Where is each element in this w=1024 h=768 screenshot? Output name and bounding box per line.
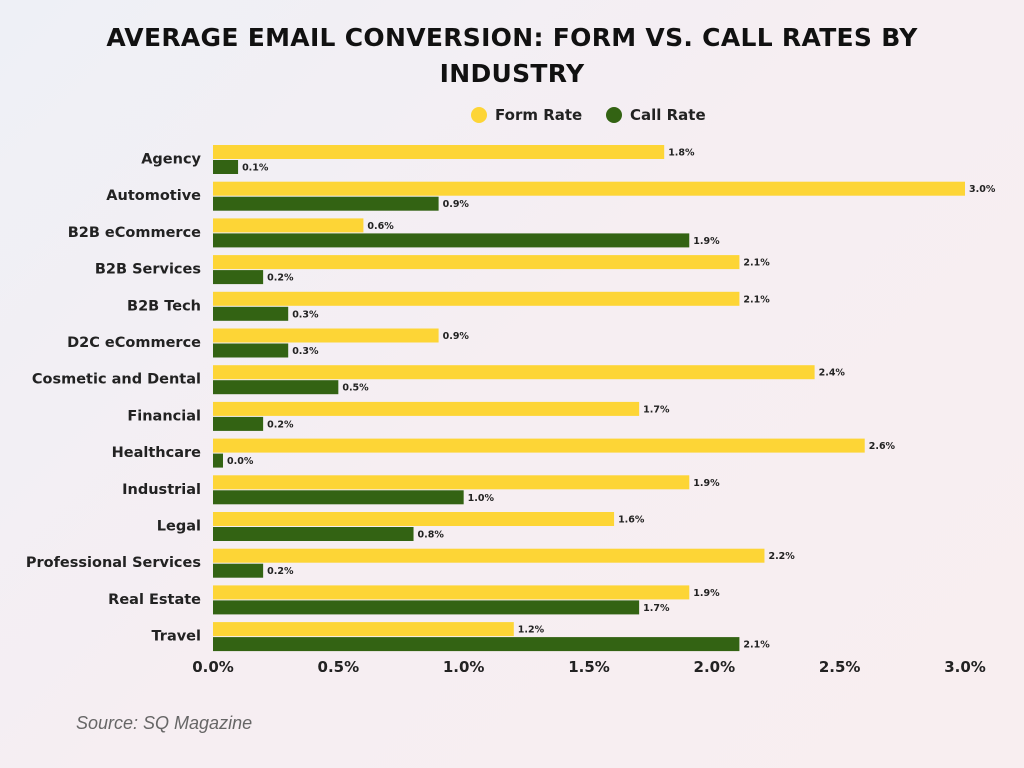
category-label: Legal	[157, 519, 201, 535]
call-rate-bar	[213, 343, 289, 358]
legend-swatch-call-rate	[606, 107, 622, 123]
category-label: Cosmetic and Dental	[32, 372, 201, 388]
legend-item-form-rate: Form Rate	[471, 106, 582, 124]
form-rate-bar	[213, 328, 439, 343]
call-rate-bar	[213, 160, 239, 174]
x-tick-label: 2.5%	[819, 658, 861, 676]
call-rate-value-label: 0.0%	[227, 456, 254, 467]
chart-title: AVERAGE EMAIL CONVERSION: FORM VS. CALL …	[0, 20, 1024, 92]
call-rate-bar	[213, 416, 264, 431]
category-label: B2B eCommerce	[68, 225, 201, 241]
category-label: B2B Services	[95, 262, 201, 278]
form-rate-bar	[213, 512, 615, 526]
call-rate-value-label: 0.2%	[267, 566, 294, 577]
form-rate-bar	[213, 218, 364, 233]
call-rate-bar	[213, 563, 264, 578]
form-rate-bar	[213, 181, 965, 196]
form-rate-bar	[213, 622, 514, 637]
legend-label-form-rate: Form Rate	[495, 106, 583, 124]
call-rate-value-label: 1.9%	[693, 236, 720, 247]
legend-item-call-rate: Call Rate	[606, 106, 706, 124]
form-rate-value-label: 1.7%	[643, 404, 670, 415]
category-label: Industrial	[122, 482, 201, 498]
call-rate-value-label: 2.1%	[743, 640, 770, 651]
call-rate-bar	[213, 196, 439, 211]
form-rate-bar	[213, 475, 690, 490]
form-rate-value-label: 1.8%	[668, 148, 695, 159]
form-rate-value-label: 2.6%	[869, 441, 896, 452]
form-rate-value-label: 2.1%	[743, 294, 770, 305]
form-rate-value-label: 2.1%	[743, 258, 770, 269]
call-rate-value-label: 1.7%	[643, 603, 670, 614]
call-rate-value-label: 0.5%	[342, 383, 369, 394]
form-rate-value-label: 2.4%	[819, 368, 846, 379]
category-label: D2C eCommerce	[67, 335, 201, 351]
call-rate-bar	[213, 490, 464, 505]
form-rate-value-label: 1.9%	[693, 478, 720, 489]
form-rate-value-label: 0.6%	[367, 221, 394, 232]
form-rate-value-label: 1.9%	[693, 588, 720, 599]
call-rate-value-label: 0.9%	[443, 199, 470, 210]
call-rate-value-label: 1.0%	[468, 493, 495, 504]
form-rate-bar	[213, 291, 740, 306]
form-rate-bar	[213, 401, 640, 416]
form-rate-bar	[213, 255, 740, 270]
form-rate-value-label: 1.6%	[618, 515, 645, 526]
call-rate-bar	[213, 380, 339, 395]
call-rate-bar	[213, 600, 640, 615]
form-rate-value-label: 1.2%	[518, 625, 545, 636]
call-rate-value-label: 0.2%	[267, 419, 294, 430]
category-label: Financial	[127, 408, 201, 424]
form-rate-bar	[213, 145, 665, 159]
category-label: Healthcare	[112, 445, 202, 461]
chart-title-line-2: INDUSTRY	[439, 59, 585, 88]
call-rate-bar	[213, 637, 740, 652]
legend-swatch-form-rate	[471, 107, 487, 123]
category-label: B2B Tech	[127, 298, 201, 314]
form-rate-value-label: 0.9%	[443, 331, 470, 342]
category-label: Automotive	[106, 188, 201, 204]
call-rate-value-label: 0.1%	[242, 163, 269, 174]
call-rate-bar	[213, 233, 690, 248]
x-tick-label: 0.5%	[318, 658, 360, 676]
source-note: Source: SQ Magazine	[76, 713, 253, 733]
x-tick-label: 3.0%	[944, 658, 986, 676]
x-tick-label: 0.0%	[192, 658, 234, 676]
form-rate-value-label: 2.2%	[768, 551, 795, 562]
call-rate-value-label: 0.2%	[267, 273, 294, 284]
form-rate-bar	[213, 548, 765, 563]
form-rate-bar	[213, 365, 815, 380]
call-rate-value-label: 0.3%	[292, 309, 319, 320]
category-label: Travel	[152, 629, 202, 645]
call-rate-bar	[213, 527, 414, 541]
x-tick-label: 1.5%	[568, 658, 610, 676]
form-rate-bar	[213, 438, 865, 453]
form-rate-bar	[213, 585, 690, 600]
call-rate-bar	[213, 453, 223, 468]
category-label: Professional Services	[26, 555, 201, 571]
category-label: Agency	[141, 152, 201, 168]
call-rate-bar	[213, 270, 264, 285]
x-tick-label: 2.0%	[694, 658, 736, 676]
call-rate-value-label: 0.8%	[418, 530, 445, 541]
x-tick-label: 1.0%	[443, 658, 485, 676]
call-rate-value-label: 0.3%	[292, 346, 319, 357]
form-rate-value-label: 3.0%	[969, 184, 996, 195]
call-rate-bar	[213, 306, 289, 321]
chart-title-line-1: AVERAGE EMAIL CONVERSION: FORM VS. CALL …	[106, 23, 918, 52]
legend-label-call-rate: Call Rate	[630, 106, 706, 124]
category-label: Real Estate	[108, 592, 201, 608]
